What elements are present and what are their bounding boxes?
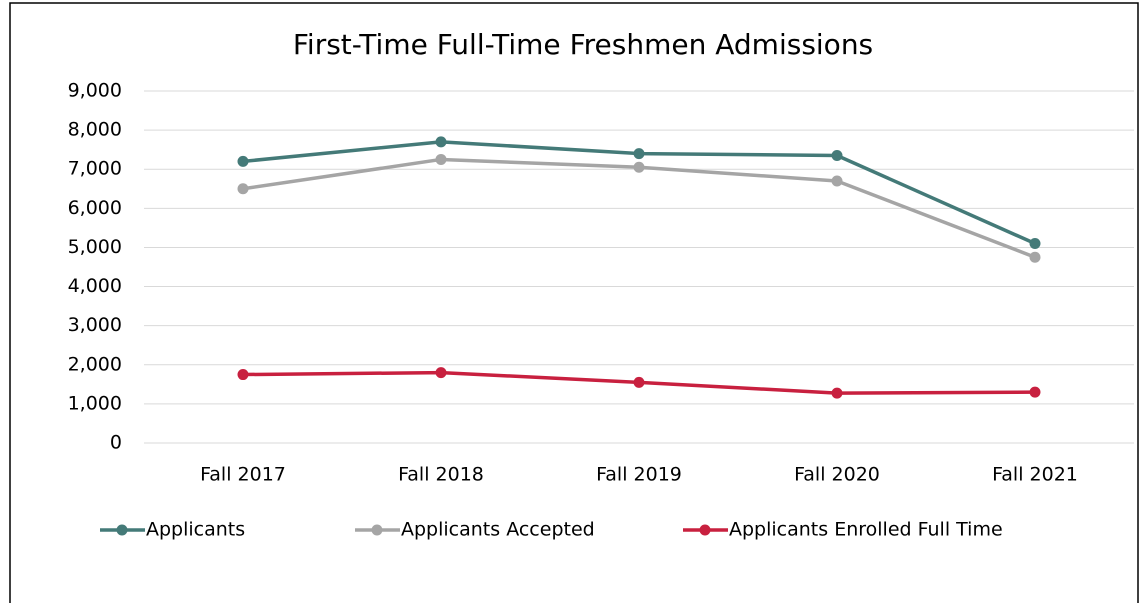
point (435, 136, 447, 148)
x-tick-label: Fall 2018 (398, 464, 484, 486)
y-tick-label: 4,000 (68, 275, 122, 297)
legend-marker (699, 524, 711, 536)
y-tick-label: 9,000 (68, 80, 122, 102)
y-tick-label: 6,000 (68, 197, 122, 219)
point (1029, 386, 1041, 398)
x-tick-label: Fall 2020 (794, 464, 880, 486)
legend-label: Applicants (146, 519, 245, 541)
point (633, 161, 645, 173)
x-tick-label: Fall 2021 (992, 464, 1078, 486)
point (237, 183, 249, 195)
point (831, 150, 843, 162)
point (1029, 251, 1041, 263)
y-tick-label: 0 (110, 432, 122, 454)
point (831, 175, 843, 187)
y-tick-label: 7,000 (68, 158, 122, 180)
legend-marker (116, 524, 128, 536)
y-tick-label: 8,000 (68, 119, 122, 141)
y-tick-label: 5,000 (68, 236, 122, 258)
point (237, 155, 249, 167)
legend-marker (371, 524, 383, 536)
point (633, 376, 645, 388)
chart-frame (9, 2, 1139, 603)
x-tick-label: Fall 2017 (200, 464, 286, 486)
y-tick-label: 1,000 (68, 392, 122, 414)
legend-label: Applicants Accepted (401, 519, 595, 541)
x-tick-label: Fall 2019 (596, 464, 682, 486)
y-tick-label: 3,000 (68, 314, 122, 336)
point (633, 148, 645, 160)
y-tick-label: 2,000 (68, 353, 122, 375)
chart-title: First-Time Full-Time Freshmen Admissions (293, 28, 873, 61)
point (1029, 238, 1041, 250)
legend-label: Applicants Enrolled Full Time (729, 519, 1003, 541)
point (831, 387, 843, 399)
point (435, 367, 447, 379)
point (435, 153, 447, 165)
point (237, 369, 249, 381)
